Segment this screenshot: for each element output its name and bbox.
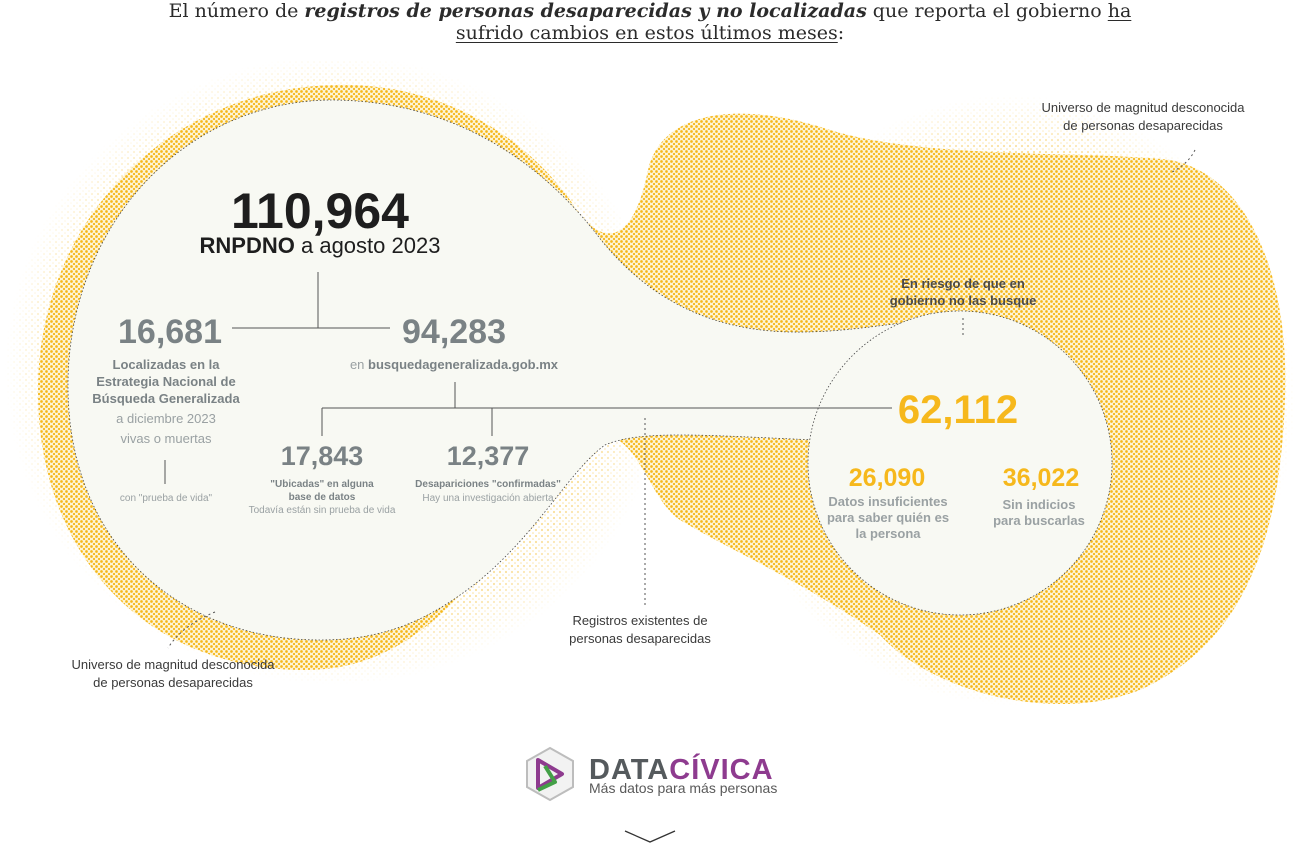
localizadas-footnote: con "prueba de vida" — [120, 493, 213, 504]
localizadas-note: vivas o muertas — [120, 431, 212, 446]
ubicadas-value: 17,843 — [281, 441, 364, 471]
busqueda-caption: en busquedageneralizada.gob.mx — [350, 357, 559, 372]
universo-bottom-line: de personas desaparecidas — [93, 675, 253, 690]
riesgo-circle — [807, 310, 1113, 616]
headline: El número de registros de personas desap… — [150, 0, 1150, 44]
logo-name-part1: DATA — [589, 754, 669, 786]
riesgo-value: 62,112 — [898, 388, 1018, 432]
sin-indicios-value: 36,022 — [1003, 464, 1079, 492]
ubicadas-label-line: base de datos — [289, 492, 356, 503]
insuficientes-label-line: la persona — [855, 526, 921, 541]
localizadas-date: a diciembre 2023 — [116, 411, 216, 426]
insuficientes-label-line: para saber quién es — [827, 510, 949, 525]
sin-indicios-label-line: Sin indicios — [1003, 497, 1076, 512]
chevron-down-icon[interactable] — [624, 830, 676, 843]
total-value: 110,964 — [231, 183, 409, 239]
total-caption: RNPDNO a agosto 2023 — [200, 233, 441, 258]
localizadas-value: 16,681 — [118, 313, 222, 351]
headline-end: : — [837, 22, 845, 44]
headline-emphasis: registros de personas desaparecidas y no… — [304, 0, 867, 22]
universo-top-line: de personas desaparecidas — [1063, 118, 1223, 133]
busqueda-value: 94,283 — [402, 313, 506, 351]
riesgo-label-line: gobierno no las busque — [890, 293, 1037, 308]
riesgo-label-line: En riesgo de que en — [901, 276, 1025, 291]
localizadas-label-line: Estrategia Nacional de — [96, 374, 235, 389]
logo-tagline: Más datos para más personas — [589, 780, 777, 796]
datacivica-hexagon-logo-icon — [526, 746, 574, 802]
confirmadas-label: Desapariciones "confirmadas" — [415, 479, 561, 490]
universo-top-line: Universo de magnitud desconocida — [1041, 100, 1245, 115]
confirmadas-note: Hay una investigación abierta — [422, 493, 554, 504]
registros-line: personas desaparecidas — [569, 631, 711, 646]
annotation-leaders — [167, 149, 1196, 649]
registros-line: Registros existentes de — [572, 613, 707, 628]
logo-name: DATACÍVICA — [589, 752, 774, 786]
localizadas-label-line: Búsqueda Generalizada — [92, 391, 240, 406]
localizadas-label-line: Localizadas en la — [113, 357, 221, 372]
confirmadas-value: 12,377 — [447, 441, 530, 471]
headline-text: que reporta el gobierno — [866, 0, 1108, 22]
insuficientes-value: 26,090 — [849, 464, 925, 492]
busqueda-site: busquedageneralizada.gob.mx — [368, 357, 559, 372]
headline-text: El número de — [168, 0, 305, 22]
connector-lines — [164, 272, 892, 484]
universo-bottom-line: Universo de magnitud desconocida — [71, 657, 275, 672]
logo-name-part2: CÍVICA — [669, 752, 773, 786]
rnpdno-circle — [67, 99, 942, 641]
busqueda-prefix: en — [350, 357, 368, 372]
ubicadas-label-line: "Ubicadas" en alguna — [270, 479, 374, 490]
total-date: a agosto 2023 — [295, 233, 441, 258]
total-source: RNPDNO — [200, 233, 295, 258]
ubicadas-note: Todavía están sin prueba de vida — [249, 505, 396, 516]
datacivica-logo[interactable]: DATACÍVICA Más datos para más personas — [526, 746, 777, 802]
insuficientes-label-line: Datos insuficientes — [828, 494, 947, 509]
headline-underline: ha sufrido cambios en estos últimos mese… — [455, 0, 1132, 44]
sin-indicios-label-line: para buscarlas — [993, 513, 1085, 528]
